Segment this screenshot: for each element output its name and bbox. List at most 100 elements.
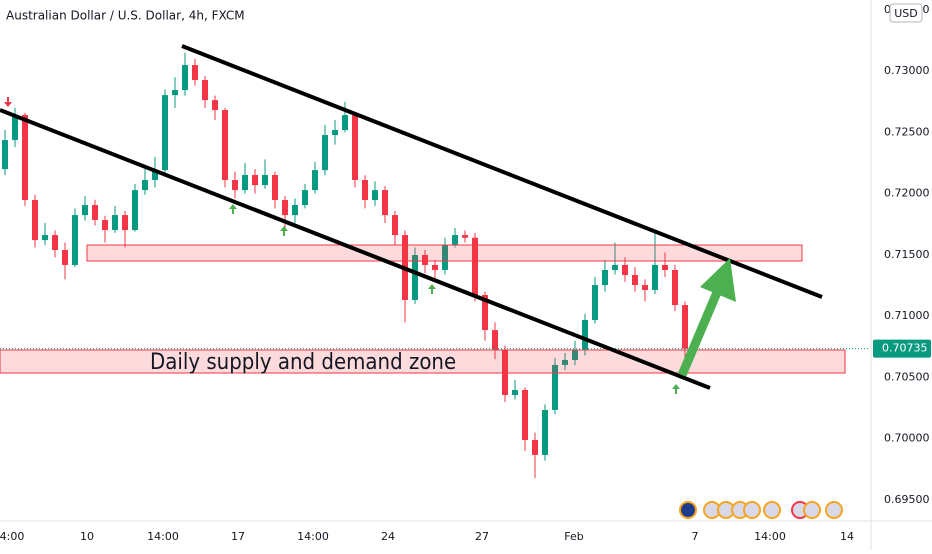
candle-body	[452, 235, 458, 245]
zone-lower	[0, 349, 846, 374]
candle-body	[292, 205, 298, 216]
x-tick-label: 17	[231, 530, 245, 543]
candle-body	[152, 170, 158, 181]
candle-body	[542, 409, 548, 455]
x-tick-label: 14:00	[147, 530, 179, 543]
candle-body	[82, 205, 88, 216]
flag	[679, 501, 697, 519]
down-arrow	[4, 97, 12, 107]
event-flags	[679, 501, 843, 519]
candle-body	[392, 215, 398, 236]
candle-body	[222, 110, 228, 181]
candle-body	[572, 350, 578, 360]
candle-body	[312, 170, 318, 191]
candle-body	[22, 115, 28, 201]
axes: 0.69500 0.70000 0.70500 0.71000 0.71500 0.720…	[0, 3, 931, 543]
flag	[825, 501, 843, 519]
up-arrow	[229, 204, 237, 214]
candle-body	[552, 364, 558, 410]
candle-body	[2, 140, 8, 170]
candle-body	[652, 264, 658, 290]
y-tick-label: 0.72000	[884, 187, 930, 200]
candle-body	[512, 389, 518, 395]
candle-body	[262, 175, 268, 186]
flag	[743, 501, 761, 519]
candle-body	[422, 255, 428, 265]
candle-body	[202, 80, 208, 101]
x-tick-label: 24	[381, 530, 395, 543]
x-tick-label: 4:00	[0, 530, 24, 543]
up-arrow	[280, 226, 288, 236]
arrow-shaft	[677, 288, 723, 377]
candle-body	[282, 200, 288, 216]
candle-body	[42, 235, 48, 241]
y-tick-label: 0.70500	[884, 370, 930, 383]
signal-arrows	[4, 97, 680, 394]
candle-body	[682, 305, 688, 349]
candle-body	[32, 200, 38, 241]
x-tick-label: 14:00	[754, 530, 786, 543]
candle-body	[472, 237, 478, 295]
candle-body	[632, 275, 638, 286]
y-tick-label: 0.72500	[884, 125, 930, 138]
candle-body	[342, 115, 348, 131]
candle-body	[362, 180, 368, 201]
chart-title: Australian Dollar / U.S. Dollar, 4h, FXC…	[6, 9, 245, 23]
annotation: Daily supply and demand zone	[150, 350, 456, 375]
up-arrow	[672, 384, 680, 394]
candle-body	[582, 319, 588, 351]
candle-body	[252, 175, 258, 186]
plot-area	[0, 52, 870, 478]
candle-body	[212, 100, 218, 111]
candle-body	[172, 90, 178, 96]
candle-body	[112, 215, 118, 231]
candle-body	[102, 219, 108, 231]
candle-body	[602, 269, 608, 286]
candle-body	[242, 175, 248, 191]
candle-body	[482, 294, 488, 331]
y-tick-label: 0.71000	[884, 309, 930, 322]
x-tick-label: Feb	[564, 530, 583, 543]
candle-body	[412, 255, 418, 301]
candle-body	[442, 244, 448, 270]
trend-line	[0, 108, 711, 390]
green-arrow	[677, 258, 736, 377]
candle-body	[322, 135, 328, 171]
candle-body	[562, 359, 568, 365]
candle-body	[352, 115, 358, 181]
candle-body	[182, 65, 188, 91]
last-price-label: 0.70735	[882, 342, 928, 355]
up-arrow	[428, 284, 436, 294]
candle-body	[162, 95, 168, 171]
candle-body	[622, 264, 628, 276]
flag	[803, 501, 821, 519]
last-price-box	[873, 339, 931, 358]
trend-line	[181, 44, 823, 299]
candle-body	[592, 285, 598, 320]
y-tick-label: 0.70000	[884, 432, 930, 445]
candle-body	[132, 190, 138, 231]
candle-body	[382, 190, 388, 216]
y-tick-label: 0.71500	[884, 248, 930, 261]
candle-body	[142, 180, 148, 191]
candle-body	[492, 330, 498, 351]
zone-upper	[86, 244, 803, 262]
candle-body	[72, 215, 78, 265]
candle-body	[122, 215, 128, 231]
x-tick-label: 7	[692, 530, 699, 543]
candle-body	[432, 264, 438, 270]
candle-body	[662, 264, 668, 270]
candle-body	[52, 235, 58, 251]
candle-body	[672, 269, 678, 306]
candle-body	[192, 65, 198, 81]
x-tick-label: 14	[840, 530, 854, 543]
candle-body	[302, 190, 308, 206]
candle-body	[462, 235, 468, 238]
candle-body	[272, 175, 278, 201]
x-tick-label: 10	[80, 530, 94, 543]
candle-body	[92, 205, 98, 220]
candle-body	[62, 250, 68, 265]
candle-body	[332, 130, 338, 136]
candle-body	[12, 115, 18, 141]
candle-body	[372, 190, 378, 201]
